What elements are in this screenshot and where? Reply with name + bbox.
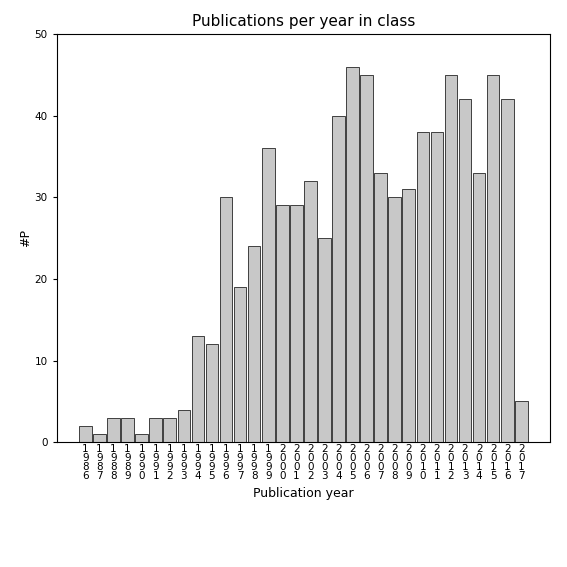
Bar (388, 197, 401, 442)
Bar (332, 116, 345, 442)
Bar (459, 99, 471, 442)
X-axis label: Publication year: Publication year (253, 487, 354, 500)
Bar (290, 205, 303, 442)
Bar (304, 181, 317, 442)
Bar (262, 149, 274, 442)
Bar (93, 434, 106, 442)
Bar (136, 434, 148, 442)
Bar (206, 344, 218, 442)
Bar (248, 246, 260, 442)
Bar (487, 75, 500, 442)
Bar (150, 418, 162, 442)
Bar (163, 418, 176, 442)
Title: Publications per year in class: Publications per year in class (192, 14, 415, 29)
Bar (234, 287, 247, 442)
Bar (121, 418, 134, 442)
Bar (515, 401, 527, 442)
Bar (360, 75, 373, 442)
Bar (374, 173, 387, 442)
Bar (107, 418, 120, 442)
Y-axis label: #P: #P (19, 229, 32, 247)
Bar (192, 336, 204, 442)
Bar (445, 75, 457, 442)
Bar (501, 99, 514, 442)
Bar (219, 197, 232, 442)
Bar (473, 173, 485, 442)
Bar (79, 426, 92, 442)
Bar (430, 132, 443, 442)
Bar (318, 238, 331, 442)
Bar (177, 409, 190, 442)
Bar (417, 132, 429, 442)
Bar (403, 189, 415, 442)
Bar (276, 205, 289, 442)
Bar (346, 67, 359, 442)
